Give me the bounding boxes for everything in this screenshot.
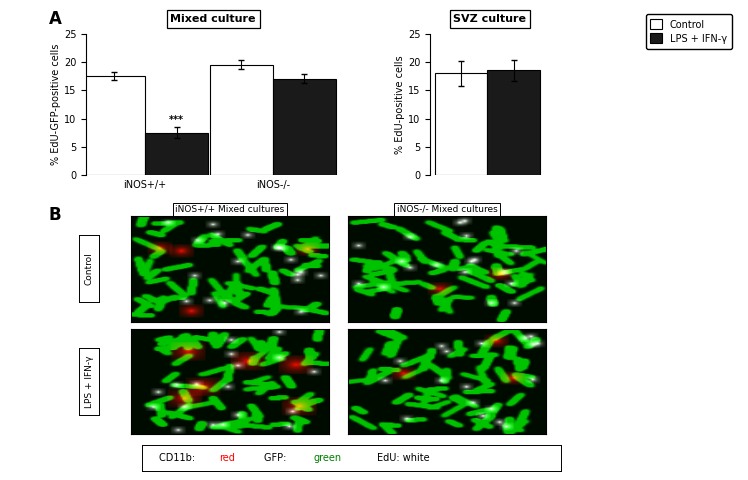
Title: iNOS-/- Mixed cultures: iNOS-/- Mixed cultures: [396, 205, 497, 214]
Text: SVZ culture: SVZ culture: [453, 14, 527, 24]
Text: red: red: [220, 453, 236, 463]
Text: Control: Control: [85, 252, 94, 285]
Bar: [488, 71, 540, 175]
Bar: [273, 79, 336, 175]
Title: iNOS+/+ Mixed cultures: iNOS+/+ Mixed cultures: [175, 205, 285, 214]
Bar: [82, 76, 145, 175]
Text: green: green: [314, 453, 342, 463]
Bar: [435, 73, 488, 175]
Y-axis label: % EdU-positive cells: % EdU-positive cells: [395, 55, 405, 154]
Text: ***: ***: [169, 115, 184, 125]
Bar: [210, 65, 273, 175]
Text: EdU: white: EdU: white: [377, 453, 429, 463]
Legend: Control, LPS + IFN-γ: Control, LPS + IFN-γ: [646, 14, 732, 48]
Y-axis label: % EdU-GFP-positive cells: % EdU-GFP-positive cells: [51, 44, 61, 165]
Text: GFP:: GFP:: [263, 453, 289, 463]
Text: LPS + IFN-γ: LPS + IFN-γ: [85, 355, 94, 408]
Text: CD11b:: CD11b:: [159, 453, 198, 463]
Text: A: A: [49, 10, 61, 28]
Text: Mixed culture: Mixed culture: [171, 14, 256, 24]
Bar: [145, 133, 208, 175]
Text: B: B: [49, 206, 61, 225]
